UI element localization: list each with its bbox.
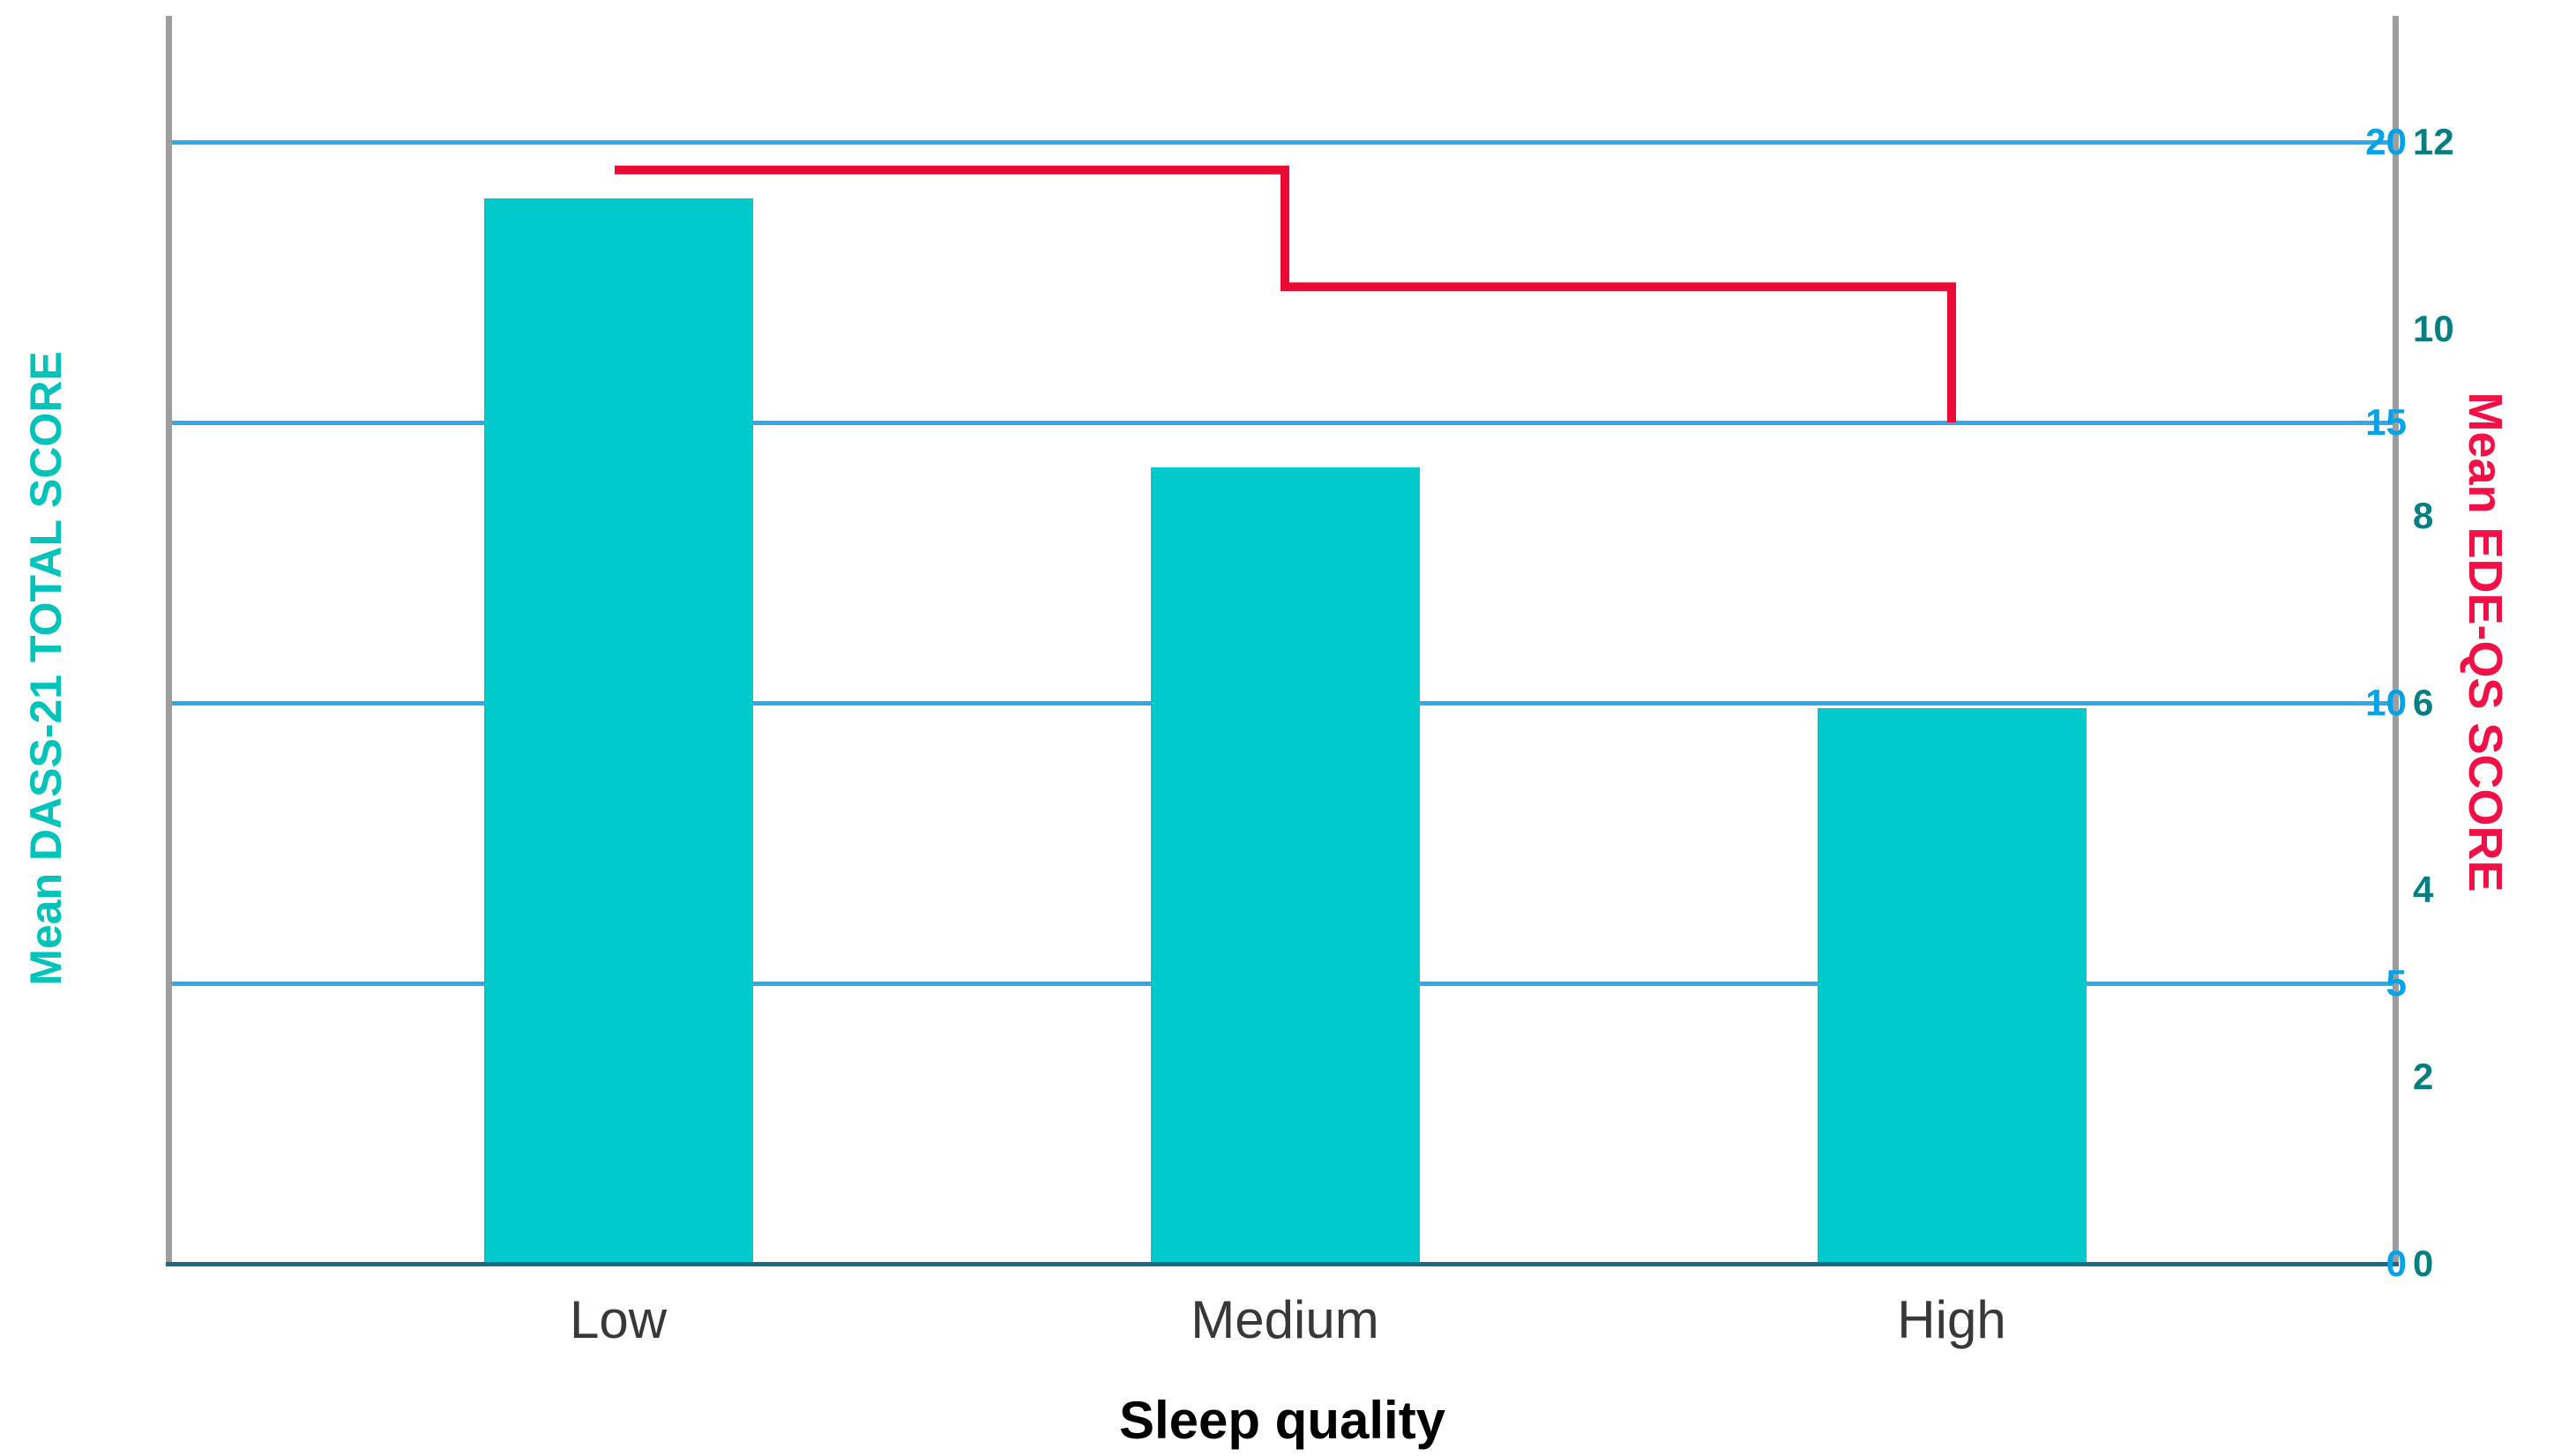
right-axis-tick-label: 6 bbox=[2413, 682, 2434, 723]
bar-high bbox=[1817, 708, 2087, 1264]
left-axis-tick-label: 10 bbox=[2365, 682, 2407, 723]
right-axis-tick-label: 2 bbox=[2413, 1056, 2434, 1097]
right-axis-tick-label: 10 bbox=[2413, 308, 2454, 349]
left-axis-tick-label: 20 bbox=[2365, 121, 2407, 162]
right-axis-tick-label: 8 bbox=[2413, 495, 2434, 536]
left-axis-tick-label: 0 bbox=[2386, 1243, 2407, 1284]
x-axis-title: Sleep quality bbox=[1118, 1391, 1446, 1450]
left-axis-tick-label: 15 bbox=[2365, 401, 2407, 443]
left-axis-tick-label: 5 bbox=[2386, 962, 2407, 1004]
category-label-high: High bbox=[1897, 1290, 2006, 1349]
right-axis-tick-label: 12 bbox=[2413, 121, 2454, 162]
ede-qs-step-path bbox=[615, 165, 1956, 422]
x-axis-baseline bbox=[166, 1261, 2399, 1266]
right-axis-tick-label: 4 bbox=[2413, 869, 2434, 910]
left-axis-line bbox=[166, 16, 172, 1264]
gridline-20 bbox=[172, 139, 2393, 145]
category-label-low: Low bbox=[569, 1290, 668, 1349]
right-axis-tick-label: 0 bbox=[2413, 1243, 2434, 1284]
right-axis-line bbox=[2393, 16, 2399, 1264]
left-axis-title: Mean DASS-21 TOTAL SCORE bbox=[21, 351, 71, 986]
bar-medium bbox=[1150, 467, 1420, 1264]
category-label-medium: Medium bbox=[1191, 1290, 1379, 1349]
right-axis-title: Mean EDE-QS SCORE bbox=[2459, 392, 2512, 892]
bar-low bbox=[483, 198, 753, 1264]
gridline-15 bbox=[172, 420, 2393, 425]
